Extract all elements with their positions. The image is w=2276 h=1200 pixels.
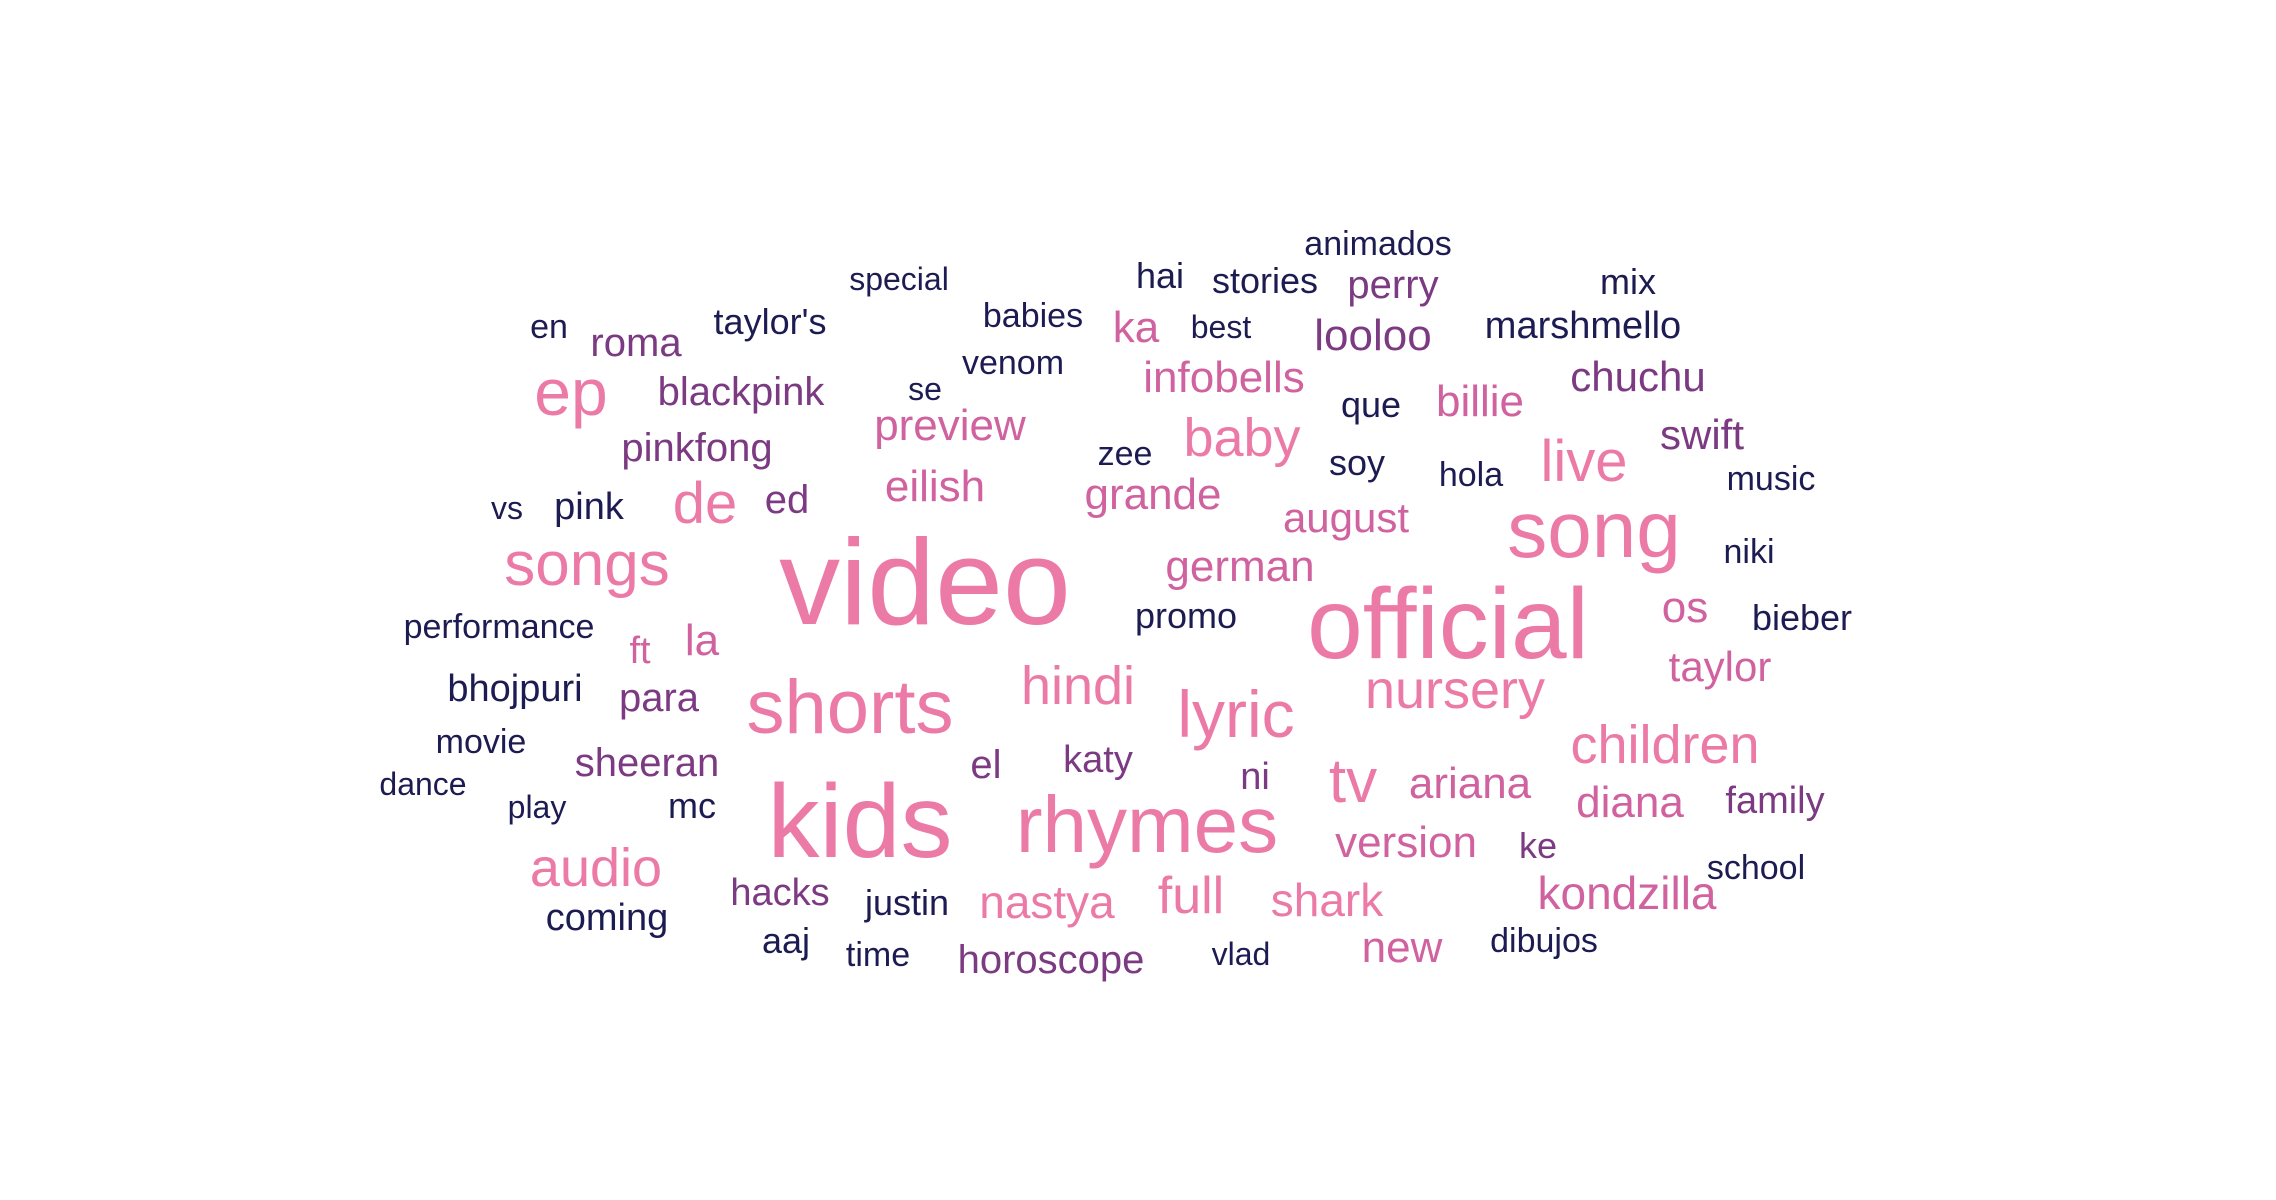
word-venom: venom	[961, 344, 1065, 382]
word-ka: ka	[1112, 303, 1160, 352]
word-song: song	[1507, 485, 1681, 574]
word-tv: tv	[1328, 747, 1378, 816]
word-songs: songs	[504, 530, 670, 599]
word-el: el	[970, 743, 1002, 787]
word-en: en	[530, 308, 568, 346]
word-ariana: ariana	[1408, 759, 1532, 808]
word-de: de	[672, 471, 738, 536]
word-special: special	[849, 261, 949, 297]
word-roma: roma	[590, 321, 682, 365]
word-ed: ed	[764, 478, 810, 522]
word-movie: movie	[435, 723, 527, 761]
word-marshmello: marshmello	[1484, 305, 1682, 347]
word-best: best	[1190, 309, 1252, 345]
word-ft: ft	[629, 630, 651, 672]
word-katy: katy	[1063, 739, 1133, 781]
word-dibujos: dibujos	[1490, 922, 1598, 960]
word-perry: perry	[1347, 263, 1439, 307]
word-hacks: hacks	[730, 872, 830, 914]
word-hola: hola	[1438, 456, 1504, 494]
word-august: august	[1282, 494, 1410, 541]
word-coming: coming	[545, 897, 669, 939]
word-ke: ke	[1518, 825, 1558, 866]
word-que: que	[1340, 384, 1402, 425]
word-animados: animados	[1304, 225, 1452, 263]
word-baby: baby	[1183, 408, 1301, 468]
word-video: video	[779, 514, 1071, 650]
word-dance: dance	[379, 766, 467, 802]
word-swift: swift	[1660, 411, 1744, 458]
word-play: play	[507, 789, 567, 825]
word-horoscope: horoscope	[957, 938, 1145, 982]
word-zee: zee	[1097, 435, 1153, 473]
word-justin: justin	[864, 882, 950, 923]
word-pinkfong: pinkfong	[621, 426, 773, 470]
word-kids: kids	[767, 764, 953, 880]
word-music: music	[1726, 460, 1816, 498]
word-mix: mix	[1600, 261, 1656, 302]
word-ep: ep	[534, 355, 608, 429]
word-time: time	[845, 936, 911, 974]
word-para: para	[618, 676, 700, 720]
word-preview: preview	[874, 401, 1026, 450]
word-grande: grande	[1084, 470, 1222, 519]
word-bieber: bieber	[1751, 597, 1853, 638]
word-promo: promo	[1134, 595, 1238, 636]
word-shark: shark	[1270, 874, 1384, 926]
word-billie: billie	[1435, 377, 1525, 426]
word-nursery: nursery	[1364, 660, 1546, 720]
word-vlad: vlad	[1211, 936, 1271, 972]
word-hai: hai	[1135, 255, 1185, 296]
word-official: official	[1307, 568, 1589, 680]
word-bhojpuri: bhojpuri	[447, 668, 583, 710]
word-mc: mc	[668, 785, 716, 826]
word-german: german	[1165, 542, 1315, 591]
word-looloo: looloo	[1314, 311, 1432, 360]
word-nastya: nastya	[979, 876, 1115, 928]
word-soy: soy	[1328, 442, 1386, 483]
word-taylor: taylor	[1668, 643, 1772, 690]
word-infobells: infobells	[1143, 353, 1305, 402]
word-niki: niki	[1723, 533, 1775, 571]
word-new: new	[1361, 923, 1443, 972]
word-vs: vs	[491, 490, 523, 526]
word-family: family	[1725, 780, 1825, 822]
word-aaj: aaj	[761, 920, 811, 961]
word-kondzilla: kondzilla	[1537, 867, 1717, 919]
word-taylor-s: taylor's	[713, 301, 827, 342]
word-stories: stories	[1211, 260, 1319, 301]
word-full: full	[1157, 867, 1225, 925]
word-ni: ni	[1240, 756, 1270, 798]
word-chuchu: chuchu	[1570, 353, 1706, 400]
word-babies: babies	[982, 297, 1084, 335]
word-shorts: shorts	[746, 665, 954, 750]
word-performance: performance	[403, 608, 595, 646]
word-rhymes: rhymes	[1015, 780, 1279, 869]
word-sheeran: sheeran	[574, 741, 720, 785]
word-se: se	[908, 371, 942, 407]
word-school: school	[1706, 849, 1806, 887]
word-version: version	[1335, 818, 1477, 867]
word-diana: diana	[1576, 778, 1684, 827]
word-eilish: eilish	[884, 462, 986, 511]
word-hindi: hindi	[1020, 656, 1136, 716]
word-os: os	[1661, 583, 1709, 632]
word-blackpink: blackpink	[657, 370, 825, 414]
word-children: children	[1570, 715, 1760, 775]
word-lyric: lyric	[1177, 677, 1295, 751]
word-pink: pink	[554, 486, 624, 528]
word-la: la	[684, 616, 720, 665]
word-audio: audio	[529, 838, 663, 898]
word-live: live	[1540, 429, 1628, 494]
